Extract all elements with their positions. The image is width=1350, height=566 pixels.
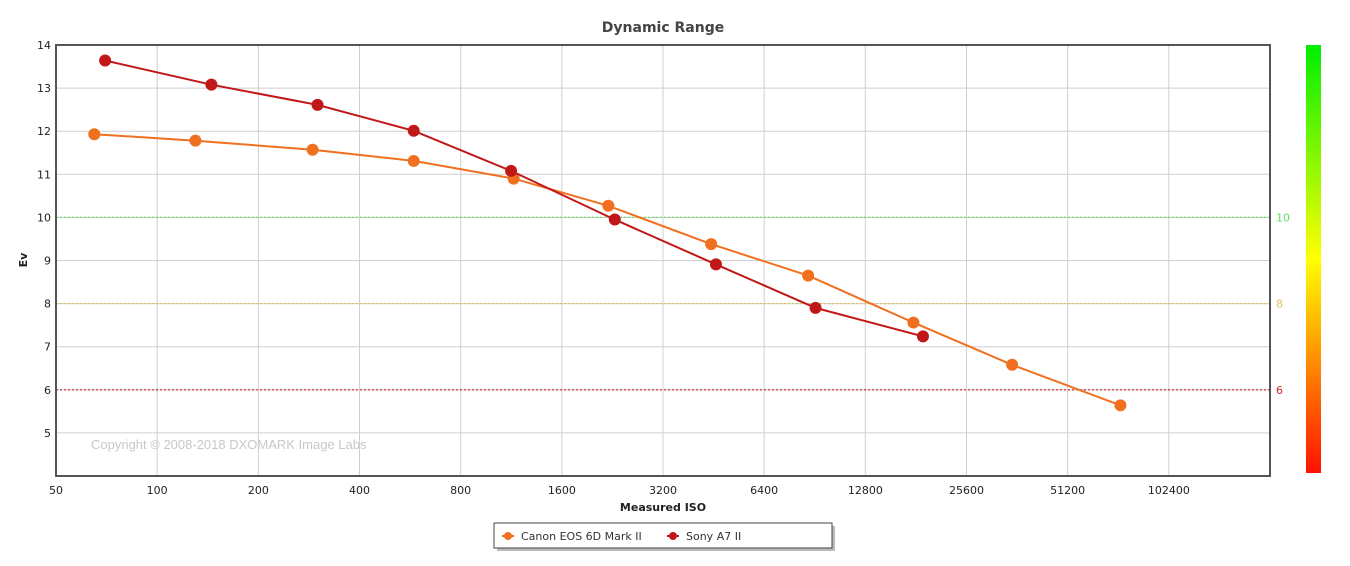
y-tick-label: 9 bbox=[44, 255, 51, 268]
data-point bbox=[907, 316, 920, 329]
x-tick-label: 12800 bbox=[848, 484, 883, 497]
series-layer bbox=[88, 54, 1127, 412]
data-point bbox=[189, 134, 202, 147]
y-axis-label: Ev bbox=[17, 252, 30, 268]
reference-line-label: 10 bbox=[1276, 211, 1290, 224]
data-point bbox=[407, 154, 420, 167]
copyright-watermark: Copyright © 2008-2018 DXOMARK Image Labs bbox=[91, 437, 367, 452]
x-tick-label: 102400 bbox=[1148, 484, 1190, 497]
reference-line-label: 8 bbox=[1276, 298, 1283, 311]
legend: Canon EOS 6D Mark II Sony A7 II bbox=[493, 522, 835, 551]
data-point bbox=[802, 269, 815, 282]
series-line bbox=[104, 59, 924, 338]
grid-layer bbox=[55, 44, 1270, 476]
y-tick-label: 12 bbox=[37, 125, 51, 138]
data-point bbox=[99, 54, 112, 67]
x-tick-label: 6400 bbox=[750, 484, 778, 497]
data-point bbox=[1114, 399, 1127, 412]
series-group bbox=[99, 54, 929, 343]
data-point bbox=[407, 124, 420, 137]
legend-label: Sony A7 II bbox=[686, 530, 741, 543]
x-tick-label: 51200 bbox=[1050, 484, 1085, 497]
data-point bbox=[608, 213, 621, 226]
y-tick-label: 11 bbox=[37, 168, 51, 181]
x-tick-label: 100 bbox=[147, 484, 168, 497]
data-point bbox=[88, 128, 101, 141]
x-tick-label: 1600 bbox=[548, 484, 576, 497]
reference-line-label: 6 bbox=[1276, 384, 1283, 397]
data-point bbox=[709, 258, 722, 271]
y-tick-label: 10 bbox=[37, 211, 51, 224]
y-tick-label: 7 bbox=[44, 341, 51, 354]
data-point bbox=[1006, 358, 1019, 371]
x-tick-label: 25600 bbox=[949, 484, 984, 497]
y-tick-label: 13 bbox=[37, 82, 51, 95]
color-scale-bar bbox=[1306, 45, 1321, 473]
series-group bbox=[88, 128, 1127, 412]
legend-label: Canon EOS 6D Mark II bbox=[521, 530, 642, 543]
plot-frame bbox=[55, 44, 1271, 477]
legend-marker bbox=[669, 532, 677, 540]
x-tick-label: 50 bbox=[49, 484, 63, 497]
data-point bbox=[505, 164, 518, 177]
chart-title: Dynamic Range bbox=[602, 20, 724, 36]
y-tick-label: 8 bbox=[44, 298, 51, 311]
y-tick-label: 6 bbox=[44, 384, 51, 397]
data-point bbox=[311, 98, 324, 111]
x-tick-label: 400 bbox=[349, 484, 370, 497]
y-tick-labels: 5 6 7 8 9 10 11 12 13 14 bbox=[37, 39, 51, 440]
legend-items: Canon EOS 6D Mark II Sony A7 II bbox=[502, 530, 741, 543]
legend-marker bbox=[504, 532, 512, 540]
data-point bbox=[916, 330, 929, 343]
legend-box bbox=[493, 522, 833, 549]
y-tick-label: 5 bbox=[44, 427, 51, 440]
x-tick-labels: 50 100 200 400 800 1600 3200 6400 12800 25600 5120… bbox=[49, 484, 1190, 497]
data-point bbox=[205, 78, 218, 91]
reference-lines: 10 8 6 bbox=[56, 211, 1290, 397]
data-point bbox=[602, 199, 615, 212]
y-tick-label: 14 bbox=[37, 39, 51, 52]
x-axis-label: Measured ISO bbox=[620, 501, 706, 514]
data-point bbox=[809, 301, 822, 314]
data-point bbox=[306, 143, 319, 156]
x-tick-label: 3200 bbox=[649, 484, 677, 497]
x-tick-label: 200 bbox=[248, 484, 269, 497]
data-point bbox=[705, 238, 718, 251]
x-tick-label: 800 bbox=[450, 484, 471, 497]
